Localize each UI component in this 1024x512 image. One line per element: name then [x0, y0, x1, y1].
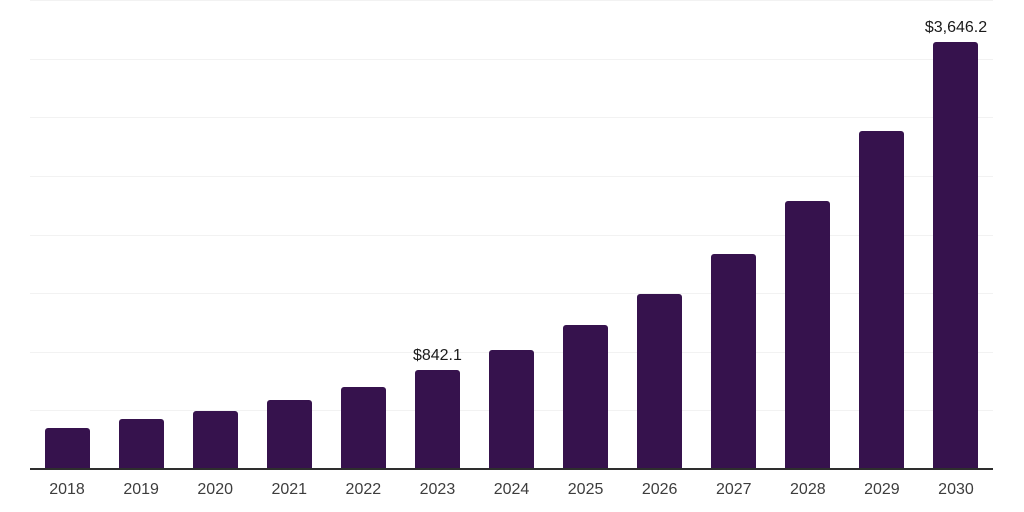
x-tick-label: 2028: [790, 481, 826, 498]
gridline: [30, 234, 993, 236]
x-tick-label: 2026: [641, 481, 678, 498]
bar-cell: $3,646.2: [919, 0, 993, 469]
x-tick-label: 2019: [123, 481, 159, 498]
bar-2020: [192, 410, 238, 469]
bar-2027: [711, 253, 757, 469]
gridline: [30, 175, 993, 177]
x-tick-label: 2018: [49, 481, 85, 498]
gridline: [30, 0, 993, 1]
bar-2023: $842.1: [413, 347, 462, 469]
x-tick-label: 2024: [493, 481, 530, 498]
bar-2018: [44, 428, 90, 469]
bar-2021: [266, 399, 312, 469]
bar-cell: [697, 0, 771, 469]
bar-value-label: $3,646.2: [924, 18, 988, 36]
bar-2029: [859, 131, 905, 469]
bar-value-label: $842.1: [412, 347, 462, 365]
x-tick-label: 2022: [345, 481, 382, 498]
gridline: [30, 117, 993, 119]
gridline: [30, 58, 993, 60]
bar-cell: $842.1: [400, 0, 474, 469]
bar-cell: [771, 0, 845, 469]
bar-2026: [637, 293, 683, 469]
x-tick-label: 2023: [419, 481, 456, 498]
bar-2025: [563, 324, 609, 469]
bar-cell: [252, 0, 326, 469]
x-tick-label: 2021: [271, 481, 308, 498]
bar-cell: [326, 0, 400, 469]
bar-cell: [549, 0, 623, 469]
x-tick-label: 2020: [197, 481, 233, 498]
bars-container: $842.1 $3,646.2: [30, 0, 993, 469]
x-tick-label: 2027: [715, 481, 752, 498]
bar-cell: [623, 0, 697, 469]
bar-2019: [118, 419, 164, 469]
bar-2022: [340, 386, 386, 469]
bar-cell: [104, 0, 178, 469]
plot-area: $842.1 $3,646.2: [30, 0, 993, 470]
bar-cell: [845, 0, 919, 469]
x-tick-label: 2029: [864, 481, 900, 498]
bar-2024: [489, 350, 534, 469]
gridline: [30, 293, 993, 295]
bar-cell: [474, 0, 548, 469]
x-axis-labels: 2018 2019 2020 2021 2022 2023 2024 2025 2026 2027…: [30, 481, 993, 499]
bar-2028: [785, 201, 831, 469]
bar-2030: $3,646.2: [925, 19, 987, 469]
x-axis-line: [30, 468, 993, 470]
x-tick-label: 2030: [938, 481, 974, 498]
bar-cell: [30, 0, 104, 469]
bar-cell: [178, 0, 252, 469]
x-tick-label: 2025: [567, 481, 604, 498]
